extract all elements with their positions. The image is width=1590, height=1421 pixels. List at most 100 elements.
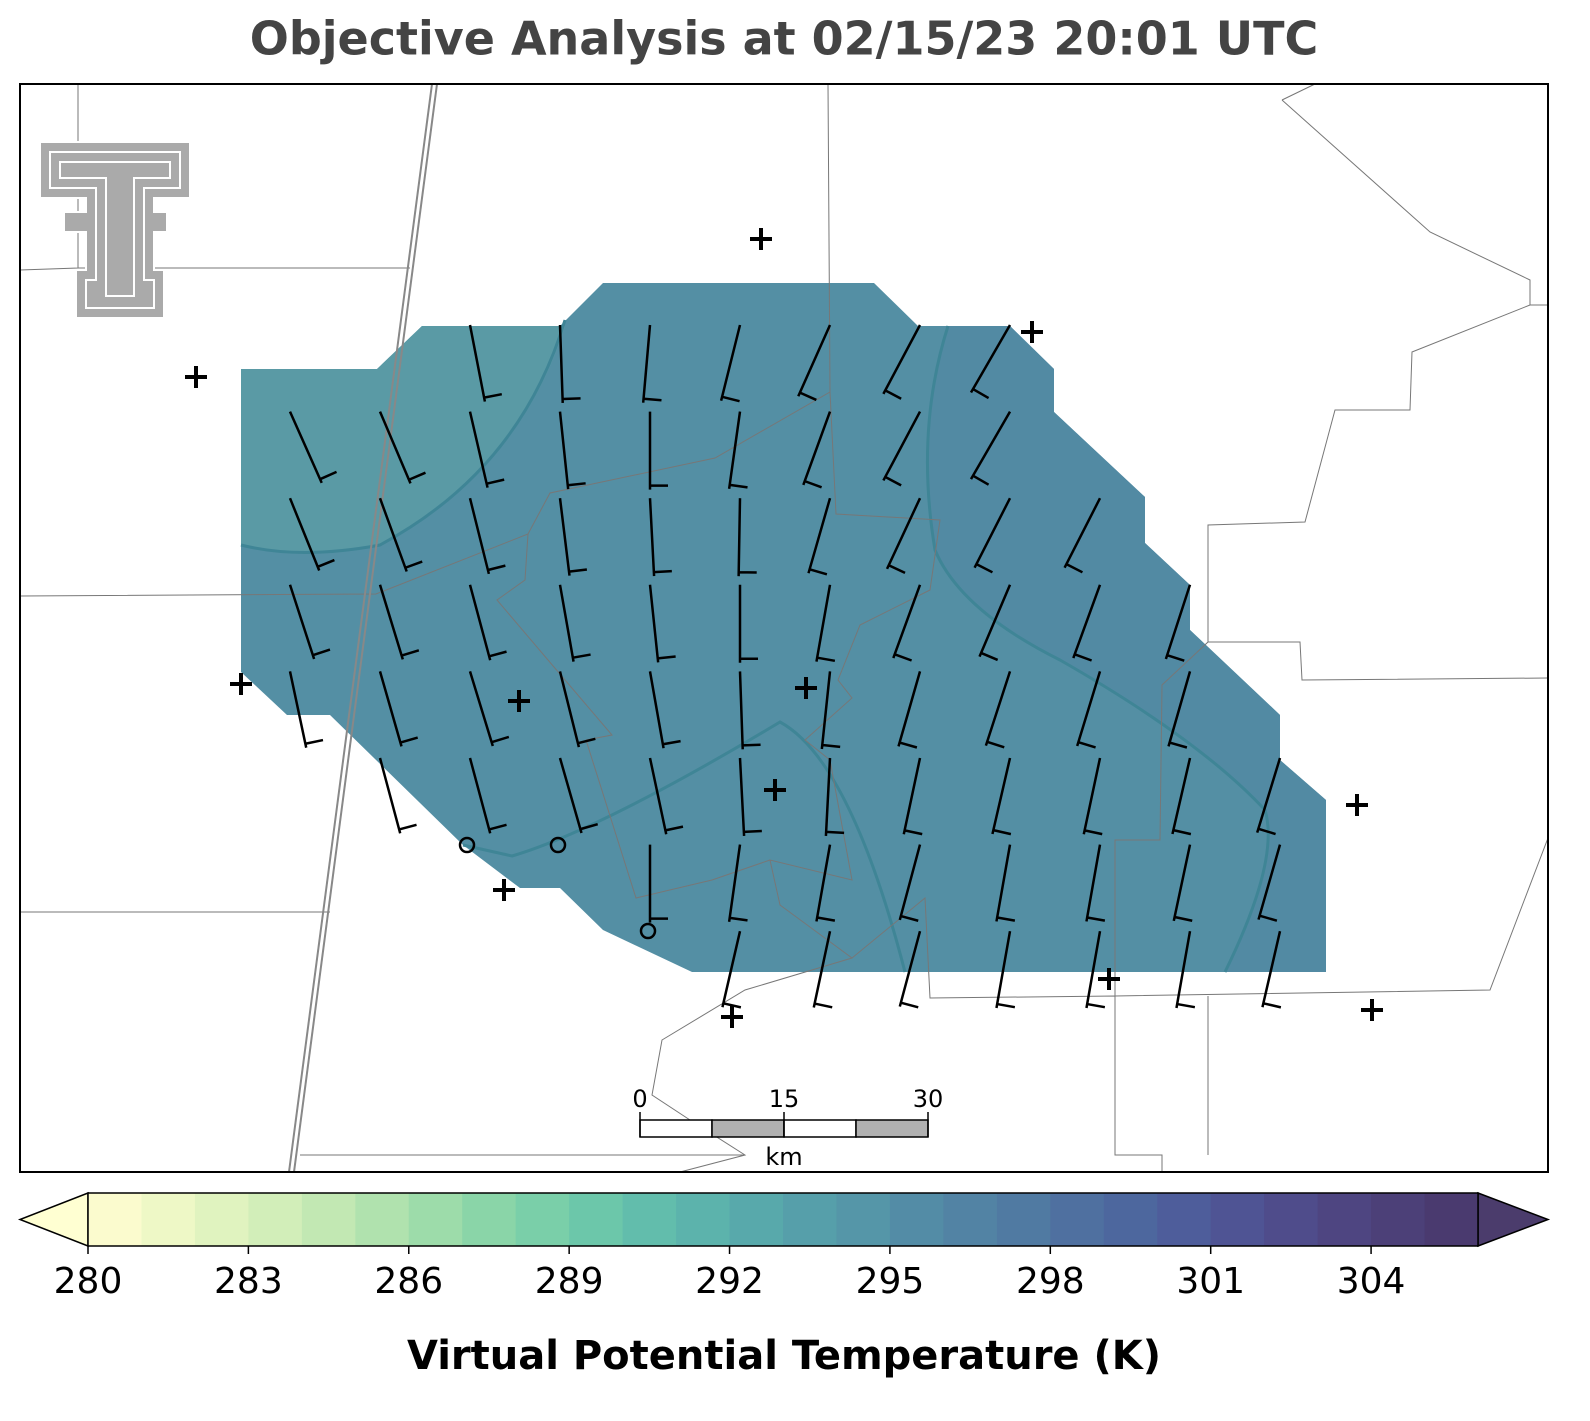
- wind-barb: [882, 324, 922, 400]
- colorbar-tick-label: 289: [535, 1261, 604, 1302]
- wind-barb: [824, 757, 845, 836]
- wind-barb: [973, 497, 1012, 574]
- colorbar-segment: [1264, 1193, 1319, 1246]
- wind-barb: [892, 584, 922, 662]
- colorbar-segment: [1371, 1193, 1426, 1246]
- colorbar-tick-label: 298: [1016, 1261, 1085, 1302]
- scale-tick-label: 0: [632, 1085, 647, 1113]
- wind-barb: [1261, 930, 1282, 1009]
- wind-barb: [995, 930, 1016, 1009]
- colorbar-segment: [996, 1193, 1051, 1246]
- wind-barb: [815, 844, 836, 922]
- wind-barb: [378, 757, 417, 834]
- map-frame: [19, 83, 1549, 1173]
- wind-barb: [558, 584, 591, 662]
- colorbar-extend: [1477, 1191, 1551, 1248]
- colorbar-segment: [248, 1193, 303, 1246]
- wind-barb: [648, 844, 668, 923]
- county-line: [1208, 641, 1549, 681]
- colorbar-tick-label: 292: [695, 1261, 764, 1302]
- contour: [240, 319, 567, 554]
- colorbar-segment: [729, 1193, 784, 1246]
- wind-barb: [738, 584, 758, 663]
- wind-barb: [991, 757, 1012, 836]
- wind-barb: [815, 584, 836, 663]
- stations: [185, 228, 1383, 1028]
- station-marker: [1021, 321, 1043, 343]
- colorbar-extend: [17, 1191, 89, 1248]
- station-marker: [1361, 999, 1383, 1021]
- colorbar-segment: [622, 1193, 677, 1246]
- highway: [288, 83, 438, 1173]
- wind-barb: [1175, 930, 1196, 1009]
- wind-barb: [378, 497, 423, 572]
- map: km 0 15 30: [19, 83, 1549, 1173]
- colorbar-segment: [889, 1193, 944, 1246]
- colorbar-segment: [676, 1193, 731, 1246]
- county-line: [496, 533, 771, 899]
- station-marker: [1098, 968, 1120, 990]
- wind-barb: [1082, 757, 1103, 836]
- highway-line: [293, 83, 438, 1173]
- wind-barb: [727, 844, 748, 923]
- calm-marker: [639, 922, 657, 940]
- colorbar-segment: [462, 1193, 517, 1246]
- wind-barb: [738, 757, 762, 836]
- wind-barb: [288, 671, 324, 748]
- wind-barb: [378, 411, 426, 484]
- wind-barb: [995, 844, 1016, 922]
- wind-barb: [288, 411, 338, 484]
- station-marker: [185, 366, 207, 388]
- wind-barb: [721, 930, 742, 1009]
- wind-barb: [737, 498, 757, 577]
- wind-barb: [885, 497, 922, 575]
- county-line: [1114, 837, 1549, 997]
- wind-barb: [902, 757, 923, 836]
- scale-tick-label: 15: [769, 1085, 800, 1113]
- wind-barb: [468, 584, 507, 661]
- scale-segment: [639, 1119, 713, 1138]
- station-marker: [230, 673, 252, 695]
- colorbar-segment: [783, 1193, 837, 1246]
- wind-barb: [984, 671, 1012, 749]
- wind-barb: [1075, 671, 1102, 749]
- scale-segment: [783, 1119, 857, 1138]
- colorbar-segment: [141, 1193, 196, 1246]
- county-lines: [19, 83, 1549, 1173]
- colorbar-label: Virtual Potential Temperature (K): [407, 1333, 1161, 1379]
- colorbar-segment: [88, 1193, 142, 1246]
- wind-barb: [802, 411, 832, 489]
- wind-barb: [797, 324, 832, 402]
- highway-line: [288, 83, 433, 1173]
- wind-barb: [1063, 497, 1102, 574]
- colorbar-segment: [1050, 1193, 1105, 1246]
- wind-barb: [648, 411, 668, 490]
- title: Objective Analysis at 02/15/23 20:01 UTC: [250, 12, 1319, 66]
- wind-barb: [1172, 844, 1193, 922]
- scale-bar: km 0 15 30: [632, 1085, 943, 1171]
- wind-barb: [882, 411, 922, 487]
- colorbar-segment: [836, 1193, 891, 1246]
- wind-barb: [468, 757, 507, 834]
- county-line: [1281, 83, 1316, 101]
- colorbar-segment: [1157, 1193, 1212, 1246]
- wind-barb: [558, 411, 586, 490]
- wind-barb: [969, 324, 1012, 400]
- wind-barb: [468, 324, 503, 402]
- wind-barb: [1072, 584, 1102, 662]
- colorbar-tick-label: 283: [214, 1261, 283, 1302]
- wind-barb: [978, 584, 1012, 662]
- contours: [240, 319, 1270, 973]
- wind-barb: [812, 930, 833, 1009]
- station-marker: [493, 879, 515, 901]
- wind-barb: [1164, 584, 1192, 662]
- wind-barb: [1085, 844, 1106, 922]
- wind-barb: [468, 671, 510, 747]
- colorbar-segment: [1317, 1193, 1372, 1246]
- colorbar-segment: [569, 1193, 624, 1246]
- wind-barb: [558, 757, 599, 834]
- station-marker: [795, 677, 817, 699]
- wind-barb: [1085, 930, 1106, 1009]
- wind-barb: [558, 671, 596, 748]
